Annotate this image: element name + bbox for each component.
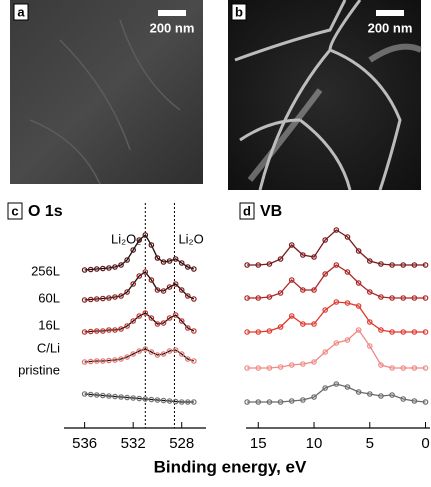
series-label: C/Li bbox=[37, 340, 60, 355]
x-tick-label: 528 bbox=[169, 435, 194, 452]
scale-bar bbox=[158, 10, 186, 16]
panel-label: c bbox=[11, 203, 18, 218]
panel-label: b bbox=[235, 4, 243, 19]
spectrum-line bbox=[247, 330, 425, 368]
scale-bar-label: 200 nm bbox=[368, 20, 413, 35]
series-label: 60L bbox=[38, 290, 60, 305]
panel-label: d bbox=[243, 203, 251, 218]
panel-title: VB bbox=[260, 203, 282, 220]
panel-label: a bbox=[17, 4, 25, 19]
series-label: 16L bbox=[38, 317, 60, 332]
spectrum-line bbox=[247, 302, 425, 332]
x-axis-label: Binding energy, eV bbox=[154, 457, 307, 476]
panel-title: O 1s bbox=[28, 203, 63, 220]
figure: a 200 nm b 200 nm Binding energy, eV c O 1s 536… bbox=[0, 0, 431, 482]
x-tick-label: 536 bbox=[72, 435, 97, 452]
series-label: pristine bbox=[18, 362, 60, 377]
x-tick-label: 15 bbox=[250, 435, 267, 452]
x-tick-label: 532 bbox=[121, 435, 146, 452]
spectrum-line bbox=[247, 230, 425, 265]
spectrum-line bbox=[247, 265, 425, 298]
x-tick-label: 10 bbox=[306, 435, 323, 452]
scale-bar bbox=[376, 10, 404, 16]
x-tick-label: 0 bbox=[421, 435, 429, 452]
annotation: Li₂O bbox=[178, 231, 203, 246]
x-tick-label: 5 bbox=[366, 435, 374, 452]
scale-bar-label: 200 nm bbox=[150, 20, 195, 35]
series-label: 256L bbox=[31, 263, 60, 278]
